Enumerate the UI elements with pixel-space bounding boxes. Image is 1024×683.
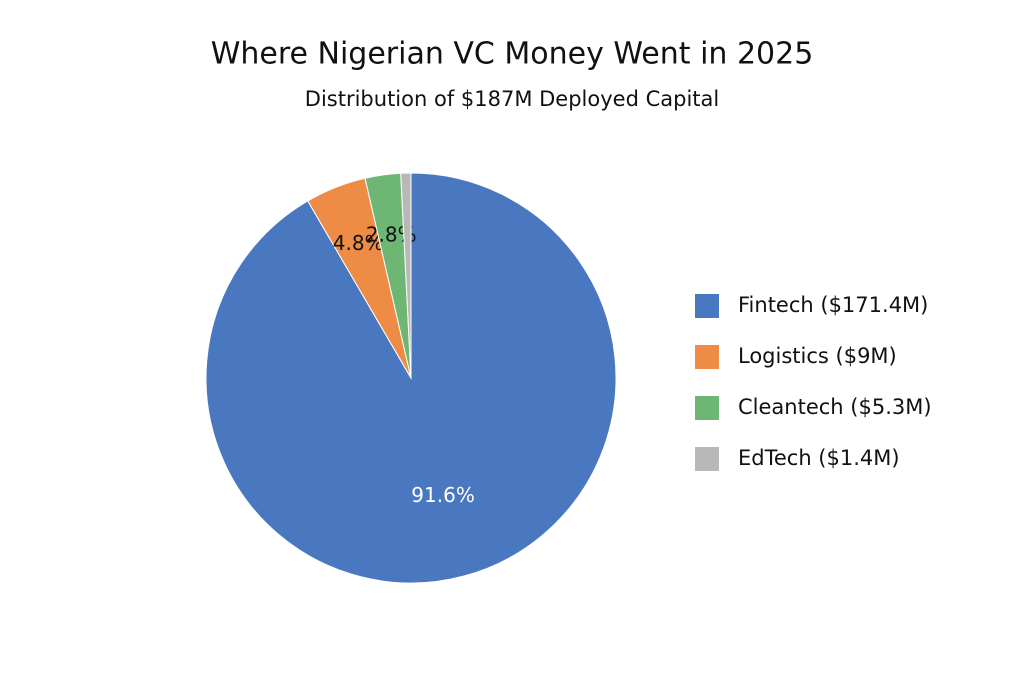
legend-label: Cleantech ($5.3M) [738,395,932,419]
legend-swatch [695,294,719,318]
legend-swatch [695,447,719,471]
value-label: 91.6% [411,483,475,507]
legend-swatch [695,396,719,420]
pie-slice [400,172,412,379]
value-label: 4.8% [333,231,384,255]
legend-swatch [695,345,719,369]
legend-label: Fintech ($171.4M) [738,293,928,317]
chart-subtitle: Distribution of $187M Deployed Capital [305,87,719,111]
chart-title: Where Nigerian VC Money Went in 2025 [211,37,814,72]
legend-label: Logistics ($9M) [738,344,897,368]
legend-label: EdTech ($1.4M) [738,446,900,470]
